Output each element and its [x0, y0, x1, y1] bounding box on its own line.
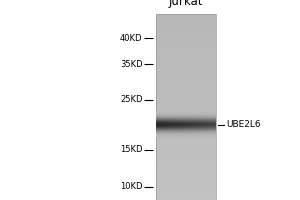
- Bar: [156, 109, 216, 112]
- Bar: [156, 195, 216, 198]
- Bar: [156, 126, 216, 128]
- Bar: [156, 93, 216, 95]
- Bar: [156, 91, 216, 93]
- Bar: [156, 54, 216, 56]
- Bar: [156, 174, 216, 177]
- Bar: [156, 137, 216, 140]
- Text: Jurkat: Jurkat: [169, 0, 203, 8]
- Bar: [156, 98, 216, 100]
- Bar: [156, 77, 216, 79]
- Bar: [156, 47, 216, 49]
- Bar: [156, 119, 216, 121]
- Bar: [156, 21, 216, 23]
- Bar: [156, 172, 216, 174]
- Bar: [156, 44, 216, 47]
- Bar: [156, 79, 216, 81]
- Bar: [156, 35, 216, 37]
- Bar: [156, 186, 216, 188]
- Bar: [156, 151, 216, 154]
- Bar: [156, 100, 216, 102]
- Bar: [156, 58, 216, 60]
- Bar: [156, 28, 216, 30]
- Bar: [156, 163, 216, 165]
- Bar: [156, 181, 216, 184]
- Bar: [156, 160, 216, 163]
- Bar: [156, 165, 216, 167]
- Text: 10KD: 10KD: [120, 182, 142, 191]
- Bar: [156, 184, 216, 186]
- Bar: [156, 74, 216, 77]
- Bar: [156, 14, 216, 16]
- Bar: [156, 154, 216, 156]
- Bar: [156, 72, 216, 74]
- Bar: [156, 198, 216, 200]
- Bar: [156, 33, 216, 35]
- Text: 25KD: 25KD: [120, 95, 142, 104]
- Bar: [156, 123, 216, 126]
- Bar: [156, 144, 216, 147]
- Bar: [156, 133, 216, 135]
- Bar: [156, 170, 216, 172]
- Bar: [156, 81, 216, 84]
- Bar: [156, 37, 216, 40]
- Bar: [156, 51, 216, 54]
- Bar: [156, 114, 216, 116]
- Bar: [156, 158, 216, 160]
- Bar: [156, 193, 216, 195]
- Bar: [156, 19, 216, 21]
- Text: UBE2L6: UBE2L6: [226, 120, 261, 129]
- Bar: [156, 49, 216, 51]
- Bar: [156, 65, 216, 67]
- Bar: [156, 70, 216, 72]
- Bar: [156, 42, 216, 44]
- Bar: [156, 84, 216, 86]
- Bar: [156, 128, 216, 130]
- Bar: [156, 107, 216, 109]
- Text: 15KD: 15KD: [120, 145, 142, 154]
- Text: 40KD: 40KD: [120, 34, 142, 43]
- Text: 35KD: 35KD: [120, 60, 142, 69]
- Bar: [156, 26, 216, 28]
- Bar: [156, 16, 216, 19]
- Bar: [156, 188, 216, 191]
- Bar: [156, 167, 216, 170]
- Bar: [156, 135, 216, 137]
- Bar: [156, 95, 216, 98]
- Bar: [156, 30, 216, 33]
- Bar: [156, 179, 216, 181]
- Bar: [156, 63, 216, 65]
- Bar: [156, 102, 216, 105]
- Bar: [156, 147, 216, 149]
- Bar: [156, 191, 216, 193]
- Bar: [156, 88, 216, 91]
- Bar: [156, 105, 216, 107]
- Bar: [156, 56, 216, 58]
- Bar: [156, 40, 216, 42]
- Bar: [156, 130, 216, 133]
- Bar: [156, 60, 216, 63]
- Bar: [156, 23, 216, 26]
- Bar: [156, 121, 216, 123]
- Bar: [156, 140, 216, 142]
- Bar: [156, 116, 216, 119]
- Bar: [156, 142, 216, 144]
- Bar: [156, 14, 216, 200]
- Bar: [156, 149, 216, 151]
- Bar: [156, 177, 216, 179]
- Bar: [156, 67, 216, 70]
- Bar: [156, 156, 216, 158]
- Bar: [156, 86, 216, 88]
- Bar: [156, 112, 216, 114]
